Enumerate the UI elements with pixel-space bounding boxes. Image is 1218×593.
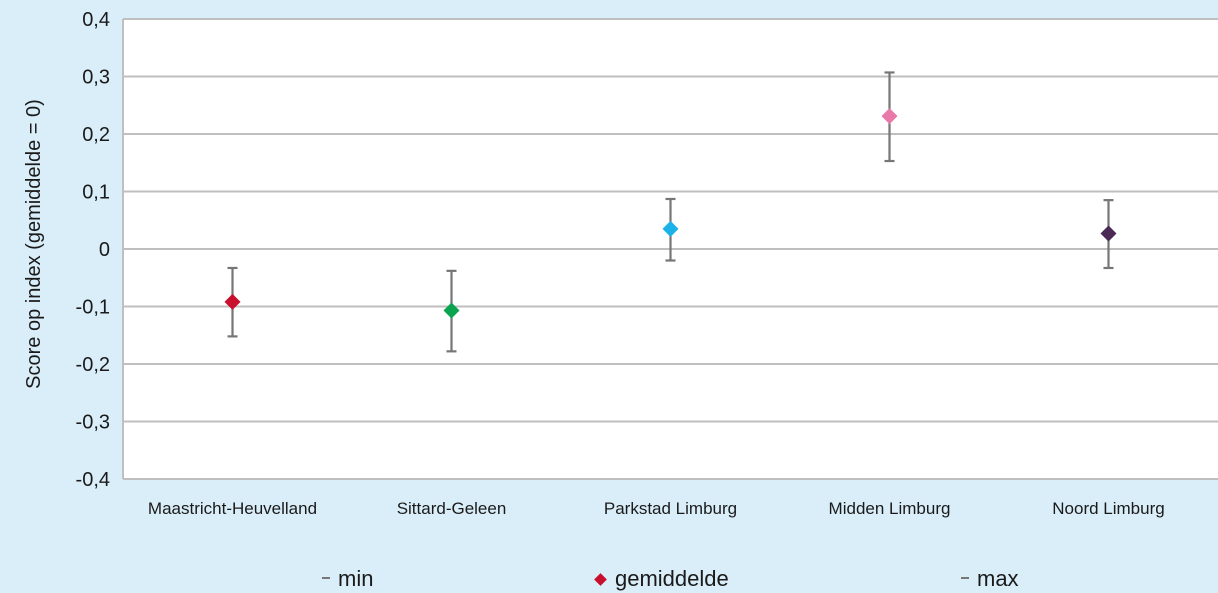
mean-point <box>1100 225 1117 242</box>
legend-min-label: min <box>338 566 374 591</box>
y-axis-label: Score op index (gemiddelde = 0) <box>23 99 45 389</box>
gridlines <box>122 18 1218 480</box>
y-tick-label: -0,4 <box>76 469 110 491</box>
y-tick-labels: -0,4 -0,3 -0,2 -0,1 0 0,1 0,2 0,3 0,4 <box>76 9 110 491</box>
x-tick-label: Parkstad Limburg <box>604 499 737 518</box>
mean-point <box>662 220 679 237</box>
y-tick-label: -0,3 <box>76 412 110 434</box>
legend-max-label: max <box>977 566 1019 591</box>
legend-min-marker <box>322 577 330 580</box>
y-tick-label: 0,4 <box>82 9 110 31</box>
legend-max-marker <box>961 577 969 580</box>
x-tick-label: Midden Limburg <box>829 499 951 518</box>
mean-point <box>881 108 898 125</box>
x-tick-labels: Maastricht-Heuvelland Sittard-Geleen Parks… <box>148 499 1165 518</box>
legend-item-max: max <box>961 566 1019 592</box>
mean-point <box>443 302 460 319</box>
legend-item-gemiddelde: gemiddelde <box>594 566 729 592</box>
y-tick-label: 0,1 <box>82 182 110 204</box>
legend-gemiddelde-marker <box>594 573 607 586</box>
x-tick-label: Sittard-Geleen <box>397 499 507 518</box>
y-tick-label: 0,2 <box>82 124 110 146</box>
data-points <box>224 108 1117 319</box>
legend-gemiddelde-label: gemiddelde <box>615 566 729 591</box>
y-tick-label: -0,1 <box>76 297 110 319</box>
y-tick-label: -0,2 <box>76 354 110 376</box>
legend: min gemiddelde max <box>0 566 1218 593</box>
mean-point <box>224 293 241 310</box>
y-tick-label: 0 <box>99 239 110 261</box>
x-tick-label: Noord Limburg <box>1052 499 1164 518</box>
legend-item-min: min <box>322 566 373 592</box>
x-tick-label: Maastricht-Heuvelland <box>148 499 317 518</box>
y-tick-label: 0,3 <box>82 67 110 89</box>
